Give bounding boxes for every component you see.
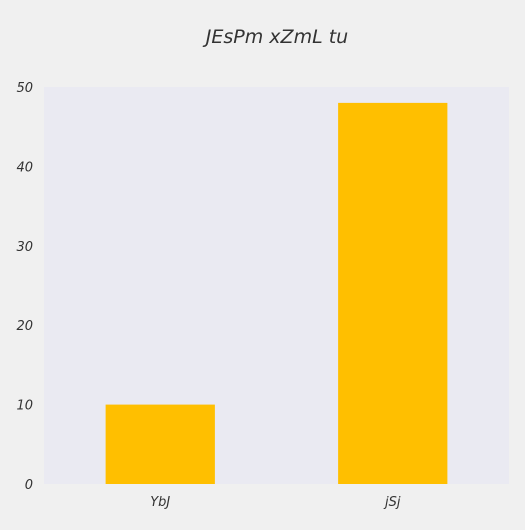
bars-group [105,102,448,484]
x-tick-label: jSj [383,495,401,510]
y-tick-label: 20 [16,319,33,334]
bar-YbJ [105,404,215,484]
x-tick-label: YbJ [150,495,170,510]
y-tick-label: 10 [16,399,33,414]
chart-title: JEsPm xZmL tu [202,26,348,48]
y-tick-label: 40 [16,160,33,175]
y-tick-label: 50 [16,81,33,96]
y-axis-ticks: 0 10 20 30 40 50 [16,81,33,493]
y-tick-label: 30 [16,240,33,255]
x-axis-ticks: YbJ jSj [150,495,401,510]
y-tick-label: 0 [25,478,33,493]
bar-jSj [338,102,448,484]
